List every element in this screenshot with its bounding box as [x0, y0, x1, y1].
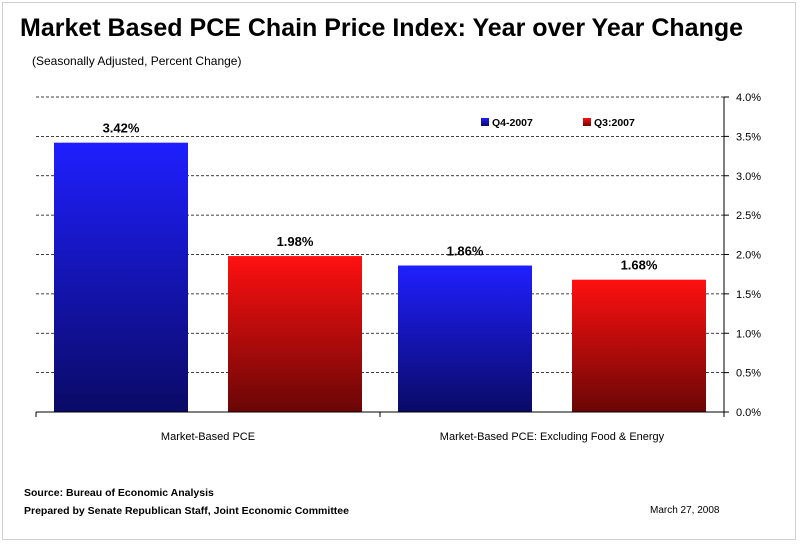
legend-label: Q3:2007 — [594, 117, 635, 129]
prepared-by-note: Prepared by Senate Republican Staff, Joi… — [24, 505, 349, 517]
y-tick-label: 1.5% — [736, 289, 761, 301]
y-tick-label: 2.0% — [736, 250, 761, 262]
data-label: 3.42% — [103, 121, 140, 136]
data-label: 1.86% — [447, 244, 484, 259]
bar-q4-2007 — [398, 266, 532, 412]
bar-q4-2007 — [54, 143, 188, 412]
y-tick-label: 1.0% — [736, 328, 761, 340]
y-tick-label: 4.0% — [736, 92, 761, 104]
y-tick-label: 2.5% — [736, 210, 761, 222]
date-label: March 27, 2008 — [650, 505, 720, 516]
legend-swatch — [583, 118, 591, 126]
y-tick-label: 0.5% — [736, 368, 761, 380]
y-tick-label: 0.0% — [736, 407, 761, 419]
category-label: Market-Based PCE: Excluding Food & Energ… — [440, 431, 665, 443]
legend-label: Q4-2007 — [492, 117, 533, 129]
bar-chart: 3.42% 1.98% 1.86% 1.68% 0.0% 0.5% 1.0% 1.5% 2.0… — [0, 0, 800, 480]
bar-q3-2007 — [572, 280, 706, 412]
legend-swatch — [481, 118, 489, 126]
y-tick-label: 3.0% — [736, 171, 761, 183]
category-label: Market-Based PCE — [161, 431, 255, 443]
data-label: 1.68% — [621, 258, 658, 273]
source-note: Source: Bureau of Economic Analysis — [24, 487, 214, 499]
data-label: 1.98% — [277, 234, 314, 249]
y-tick-label: 3.5% — [736, 131, 761, 143]
bar-q3-2007 — [228, 256, 362, 412]
